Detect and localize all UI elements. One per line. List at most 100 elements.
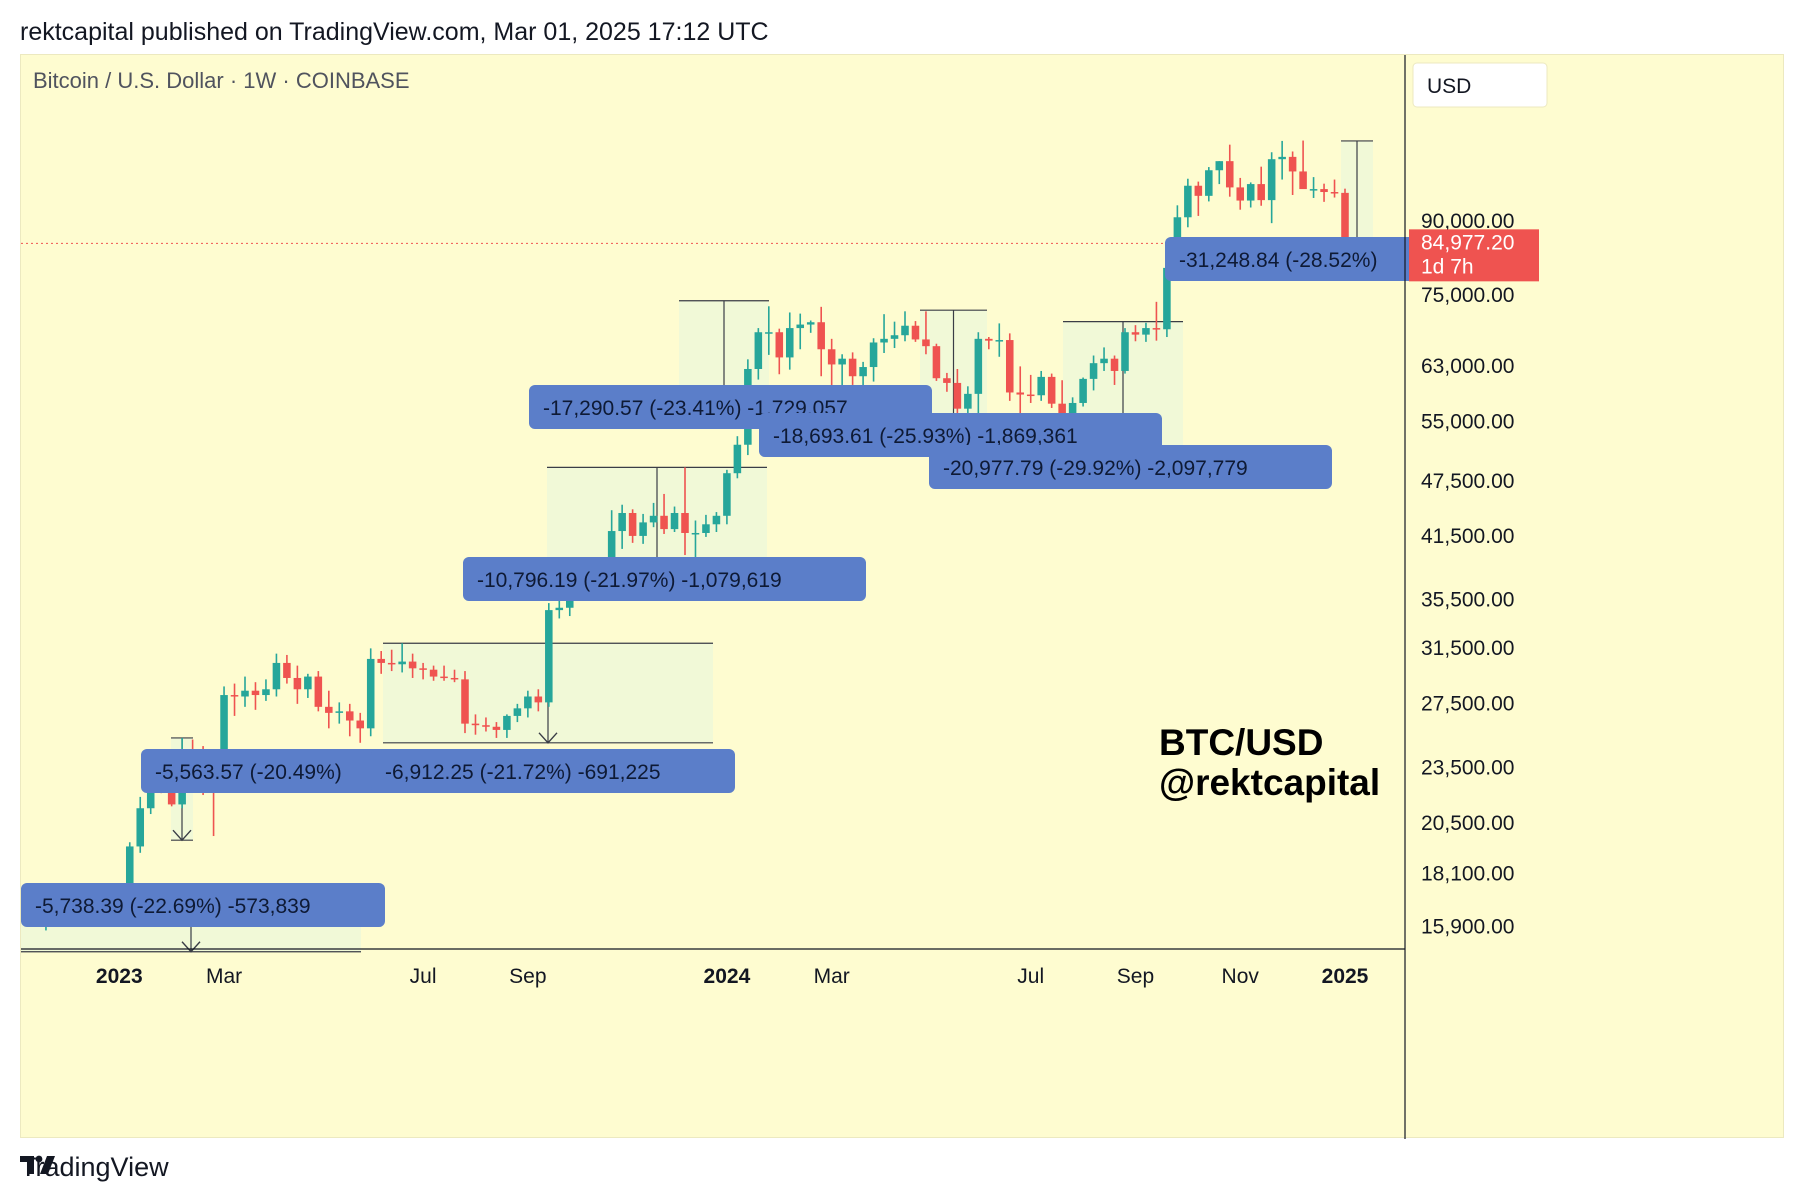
candle-body[interactable] bbox=[628, 512, 637, 536]
tradingview-logo-icon[interactable] bbox=[20, 1152, 60, 1176]
candle-body[interactable] bbox=[723, 473, 731, 516]
candle-body[interactable] bbox=[293, 677, 302, 690]
candle-body[interactable] bbox=[1047, 376, 1056, 404]
candle-body[interactable] bbox=[1037, 376, 1045, 396]
candle-body[interactable] bbox=[806, 322, 815, 325]
candle-body[interactable] bbox=[880, 338, 888, 343]
candle-body[interactable] bbox=[1142, 328, 1150, 335]
candle-body[interactable] bbox=[943, 378, 951, 383]
candle-body[interactable] bbox=[1278, 156, 1286, 160]
candle-body[interactable] bbox=[555, 607, 564, 611]
candle-body[interactable] bbox=[1121, 332, 1129, 371]
candle-body[interactable] bbox=[429, 669, 438, 677]
candle-body[interactable] bbox=[1225, 161, 1234, 188]
candle-body[interactable] bbox=[503, 715, 511, 730]
candle-body[interactable] bbox=[125, 846, 134, 906]
candle-body[interactable] bbox=[765, 332, 773, 334]
candle-body[interactable] bbox=[304, 676, 312, 690]
candle-body[interactable] bbox=[482, 725, 490, 727]
candle-body[interactable] bbox=[545, 610, 553, 703]
candle-body[interactable] bbox=[1152, 328, 1161, 330]
candle-body[interactable] bbox=[1341, 192, 1349, 244]
candle-body[interactable] bbox=[1257, 184, 1265, 201]
candle-body[interactable] bbox=[785, 328, 794, 358]
candle-body[interactable] bbox=[492, 726, 501, 730]
candle-body[interactable] bbox=[1320, 189, 1328, 193]
candle-body[interactable] bbox=[639, 522, 647, 536]
candle-body[interactable] bbox=[314, 676, 323, 707]
candle-body[interactable] bbox=[387, 662, 396, 665]
candle-body[interactable] bbox=[461, 679, 469, 724]
candle-body[interactable] bbox=[859, 367, 867, 377]
candle-body[interactable] bbox=[377, 658, 385, 663]
candle-body[interactable] bbox=[974, 338, 983, 394]
candle-body[interactable] bbox=[1299, 171, 1307, 190]
candle-body[interactable] bbox=[995, 340, 1004, 342]
candle-body[interactable] bbox=[1205, 170, 1213, 196]
candle-body[interactable] bbox=[398, 661, 406, 665]
candle-body[interactable] bbox=[513, 708, 522, 716]
candle-body[interactable] bbox=[796, 324, 805, 329]
candle-body[interactable] bbox=[419, 668, 427, 670]
candle-body[interactable] bbox=[1194, 185, 1203, 196]
candle-body[interactable] bbox=[607, 531, 616, 568]
candle-body[interactable] bbox=[262, 689, 270, 696]
candle-body[interactable] bbox=[754, 332, 763, 369]
candle-body[interactable] bbox=[932, 346, 941, 379]
candle-body[interactable] bbox=[325, 706, 333, 713]
candle-body[interactable] bbox=[283, 662, 291, 678]
candle-body[interactable] bbox=[848, 358, 857, 377]
candle-body[interactable] bbox=[649, 515, 658, 523]
candle-body[interactable] bbox=[922, 339, 930, 347]
candle-body[interactable] bbox=[408, 661, 417, 669]
candle-body[interactable] bbox=[335, 711, 344, 713]
candle-body[interactable] bbox=[1058, 403, 1066, 422]
candle-body[interactable] bbox=[1110, 358, 1119, 371]
candle-body[interactable] bbox=[827, 349, 836, 365]
candle-body[interactable] bbox=[534, 696, 543, 703]
candle-body[interactable] bbox=[450, 677, 459, 680]
candlestick-chart[interactable]: -5,738.39 (-22.69%) -573,839 -5,563.57 (-… bbox=[21, 55, 1785, 1139]
candle-body[interactable] bbox=[1005, 340, 1014, 393]
candle-body[interactable] bbox=[985, 338, 993, 341]
candle-body[interactable] bbox=[1068, 402, 1077, 422]
candle-body[interactable] bbox=[838, 358, 846, 365]
candle-body[interactable] bbox=[1288, 156, 1297, 172]
candle-body[interactable] bbox=[1079, 378, 1087, 403]
candle-body[interactable] bbox=[964, 393, 972, 409]
candle-body[interactable] bbox=[241, 690, 249, 697]
candle-body[interactable] bbox=[1309, 189, 1318, 191]
candle-body[interactable] bbox=[733, 444, 742, 474]
candle-body[interactable] bbox=[817, 322, 825, 350]
candle-body[interactable] bbox=[524, 696, 532, 709]
candle-body[interactable] bbox=[775, 332, 784, 358]
candle-body[interactable] bbox=[702, 524, 710, 533]
candle-body[interactable] bbox=[1089, 363, 1098, 379]
candle-body[interactable] bbox=[712, 515, 721, 525]
candle-body[interactable] bbox=[1236, 187, 1245, 201]
candle-body[interactable] bbox=[869, 342, 878, 368]
candle-body[interactable] bbox=[681, 512, 689, 533]
candle-body[interactable] bbox=[911, 325, 920, 340]
candle-body[interactable] bbox=[890, 335, 899, 339]
candle-body[interactable] bbox=[1026, 394, 1035, 397]
candle-body[interactable] bbox=[1163, 267, 1171, 330]
candle-body[interactable] bbox=[1267, 159, 1276, 201]
candle-body[interactable] bbox=[1016, 392, 1025, 395]
candle-body[interactable] bbox=[220, 695, 228, 788]
candle-body[interactable] bbox=[1184, 185, 1192, 218]
currency-button[interactable] bbox=[1412, 62, 1548, 108]
candle-body[interactable] bbox=[618, 512, 626, 532]
candle-body[interactable] bbox=[1330, 192, 1339, 194]
candle-body[interactable] bbox=[1100, 358, 1108, 364]
candle-body[interactable] bbox=[953, 382, 962, 409]
candle-body[interactable] bbox=[1246, 184, 1255, 201]
candle-body[interactable] bbox=[1215, 161, 1224, 171]
candle-body[interactable] bbox=[440, 676, 448, 679]
candle-body[interactable] bbox=[1131, 332, 1140, 335]
candle-body[interactable] bbox=[251, 690, 260, 696]
candle-body[interactable] bbox=[901, 325, 909, 336]
chart-panel[interactable]: -5,738.39 (-22.69%) -573,839 -5,563.57 (-… bbox=[20, 54, 1785, 1139]
candle-body[interactable] bbox=[272, 662, 281, 690]
candle-body[interactable] bbox=[356, 720, 365, 729]
